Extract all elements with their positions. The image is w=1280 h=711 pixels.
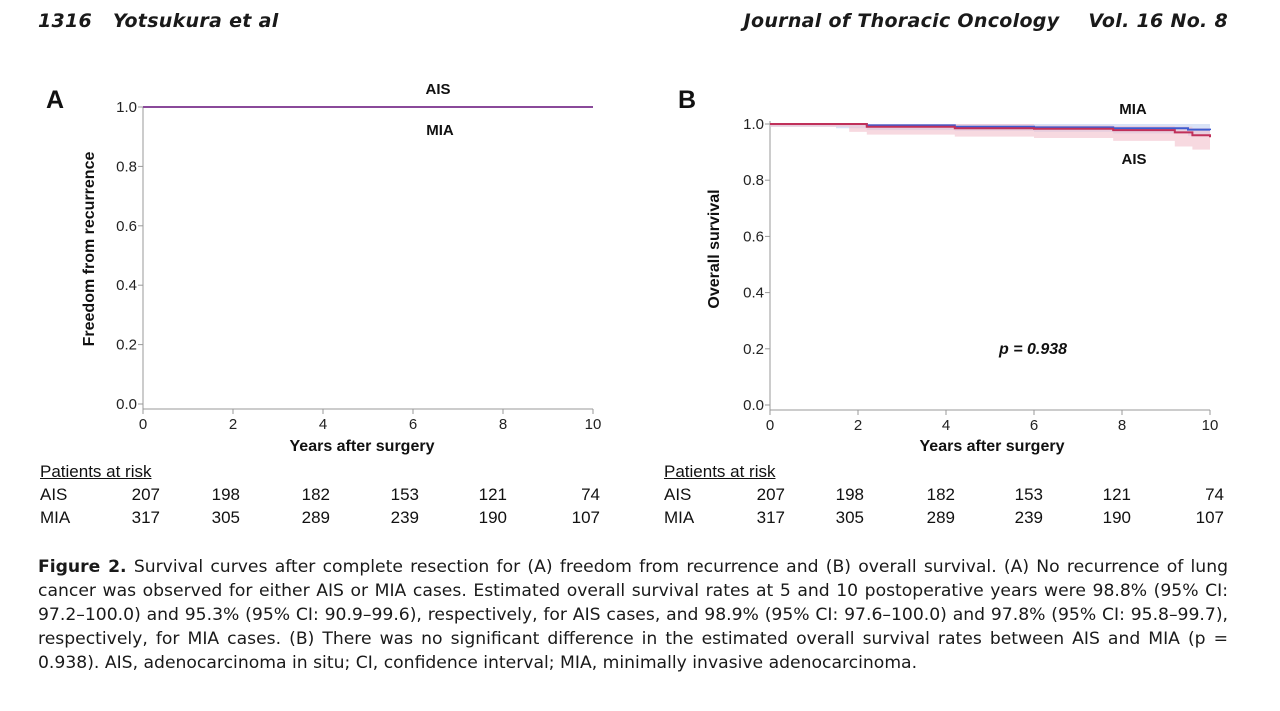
- risk-cell: 239: [390, 508, 419, 527]
- risk-row-mia: MIA 317 305 289 239 190 107: [664, 508, 1264, 530]
- y-tick-label: 0.4: [743, 285, 764, 302]
- y-tick-label: 1.0: [116, 99, 137, 116]
- panel-b: B 0 2 4 6 8 10 0.0 0.2 0.4 0.6 0.8 1.0 MIA AIS p = …: [678, 86, 1218, 455]
- risk-cell: 305: [211, 508, 240, 527]
- y-tick-label: 0.4: [116, 277, 137, 294]
- x-tick-label: 8: [1118, 417, 1126, 434]
- panel-b-ticks: 0 2 4 6 8 10 0.0 0.2 0.4 0.6 0.8 1.0: [743, 116, 1218, 434]
- y-tick-label: 1.0: [743, 116, 764, 133]
- y-tick-label: 0.6: [116, 218, 137, 235]
- risk-row-mia: MIA 317 305 289 239 190 107: [40, 508, 640, 530]
- risk-cell: 289: [301, 508, 330, 527]
- risk-cell: 121: [1102, 485, 1131, 504]
- risk-cell: 190: [1102, 508, 1131, 527]
- running-header-left: 1316 Yotsukura et al: [38, 10, 279, 32]
- authors: Yotsukura et al: [112, 10, 279, 32]
- x-tick-label: 8: [499, 416, 507, 433]
- risk-cell: 198: [211, 485, 240, 504]
- x-tick-label: 6: [409, 416, 417, 433]
- risk-table-a: Patients at risk AIS 207 198 182 153 121…: [40, 462, 610, 532]
- risk-table-b-title: Patients at risk: [664, 462, 776, 481]
- risk-cell: 107: [571, 508, 600, 527]
- panel-b-mia-label: MIA: [1119, 101, 1147, 118]
- y-tick-label: 0.2: [743, 341, 764, 358]
- x-tick-label: 10: [1202, 417, 1219, 434]
- volume-issue: Vol. 16 No. 8: [1088, 10, 1228, 32]
- x-tick-label: 4: [942, 417, 950, 434]
- page-number: 1316: [38, 10, 93, 32]
- panel-a-y-axis-label: Freedom from recurrence: [81, 152, 98, 347]
- panel-b-ais-label: AIS: [1121, 151, 1146, 168]
- caption-text: Survival curves after complete resection…: [38, 557, 1229, 673]
- risk-row-ais: AIS 207 198 182 153 121 74: [40, 485, 640, 507]
- panel-a-x-axis-label: Years after surgery: [290, 438, 435, 455]
- risk-cell: 74: [581, 485, 600, 504]
- risk-cell: 289: [926, 508, 955, 527]
- panel-a-ticks: 0 2 4 6 8 10 0.0 0.2 0.4 0.6 0.8 1.0: [116, 99, 601, 433]
- x-tick-label: 0: [766, 417, 774, 434]
- risk-cell: 207: [131, 485, 160, 504]
- y-tick-label: 0.0: [743, 397, 764, 414]
- risk-cell: 317: [756, 508, 785, 527]
- x-tick-label: 10: [585, 416, 602, 433]
- risk-row-label: MIA: [664, 508, 695, 527]
- risk-cell: 305: [835, 508, 864, 527]
- panel-a-letter: A: [46, 86, 64, 114]
- risk-cell: 74: [1205, 485, 1224, 504]
- risk-cell: 107: [1195, 508, 1224, 527]
- risk-cell: 153: [390, 485, 419, 504]
- risk-cell: 182: [301, 485, 330, 504]
- y-tick-label: 0.0: [116, 396, 137, 413]
- risk-cell: 153: [1014, 485, 1043, 504]
- risk-cell: 190: [478, 508, 507, 527]
- risk-table-b: Patients at risk AIS 207 198 182 153 121…: [664, 462, 1234, 532]
- ci-band-ais: [770, 124, 1210, 150]
- panel-a: A 0 2 4 6 8 10 0.0 0.2 0.4 0.6 0.8 1.0 AIS MIA Year…: [46, 81, 601, 455]
- panel-b-y-axis-label: Overall survival: [706, 189, 723, 308]
- x-tick-label: 2: [229, 416, 237, 433]
- running-header-right: Journal of Thoracic Oncology Vol. 16 No.…: [744, 10, 1228, 32]
- x-tick-label: 2: [854, 417, 862, 434]
- y-tick-label: 0.2: [116, 337, 137, 354]
- risk-cell: 182: [926, 485, 955, 504]
- risk-row-label: MIA: [40, 508, 71, 527]
- x-tick-label: 4: [319, 416, 327, 433]
- x-tick-label: 6: [1030, 417, 1038, 434]
- journal-name: Journal of Thoracic Oncology: [743, 10, 1060, 32]
- risk-cell: 239: [1014, 508, 1043, 527]
- risk-table-a-title: Patients at risk: [40, 462, 152, 481]
- risk-cell: 207: [756, 485, 785, 504]
- figure-caption: Figure 2. Survival curves after complete…: [38, 555, 1228, 675]
- risk-row-label: AIS: [40, 485, 68, 504]
- panel-a-ais-label: AIS: [425, 81, 450, 98]
- risk-row-ais: AIS 207 198 182 153 121 74: [664, 485, 1264, 507]
- panel-b-letter: B: [678, 86, 696, 114]
- risk-cell: 198: [835, 485, 864, 504]
- x-tick-label: 0: [139, 416, 147, 433]
- panel-b-curves: [770, 123, 1211, 150]
- panel-b-x-axis-label: Years after surgery: [920, 438, 1065, 455]
- risk-cell: 121: [478, 485, 507, 504]
- figure-label: Figure 2.: [38, 557, 127, 577]
- y-tick-label: 0.6: [743, 228, 764, 245]
- risk-row-label: AIS: [664, 485, 692, 504]
- y-tick-label: 0.8: [743, 172, 764, 189]
- survival-curve-ais: [770, 123, 1211, 138]
- panel-a-mia-label: MIA: [426, 122, 454, 139]
- y-tick-label: 0.8: [116, 158, 137, 175]
- panel-b-pvalue: p = 0.938: [998, 341, 1067, 358]
- risk-cell: 317: [131, 508, 160, 527]
